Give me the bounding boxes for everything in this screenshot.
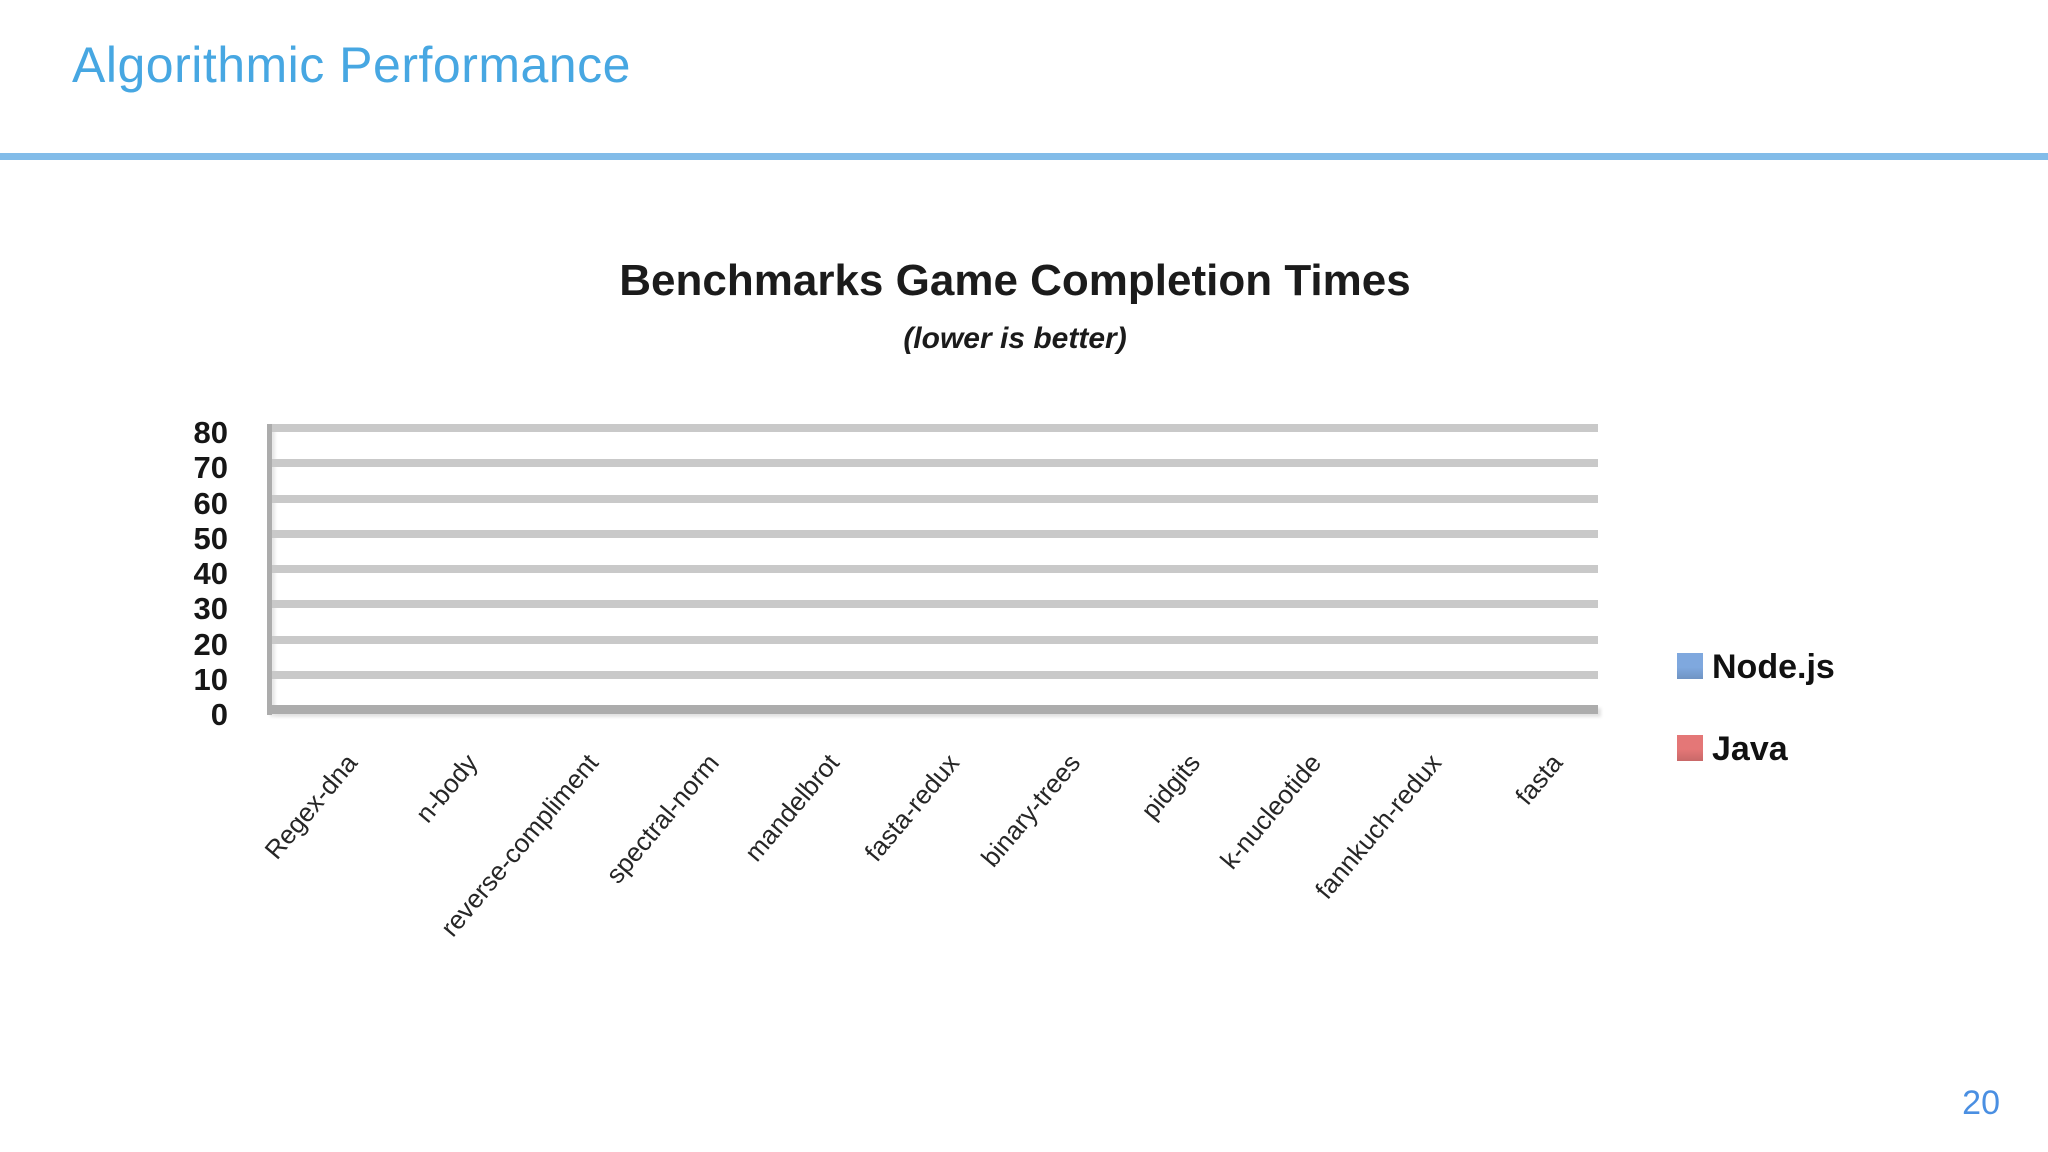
- gridline-20: [272, 635, 1598, 644]
- plot-area: [267, 424, 1598, 715]
- gridline-30: [272, 600, 1598, 609]
- legend-item-node-js: Node.js: [1677, 648, 1835, 688]
- chart-subtitle: (lower is better): [903, 322, 1127, 355]
- y-tick-label-80: 80: [193, 415, 228, 450]
- x-category-label: n-body: [409, 748, 484, 829]
- x-category-label: k-nucleotide: [1213, 748, 1327, 875]
- title-divider: [0, 153, 2048, 160]
- x-category-label: fasta: [1508, 748, 1568, 811]
- chart-legend: Node.js Java: [1677, 648, 1835, 770]
- slide-title: Algorithmic Performance: [72, 37, 631, 93]
- x-category-label: reverse-compliment: [434, 748, 604, 943]
- y-tick-label-70: 70: [193, 450, 228, 486]
- y-tick-label-40: 40: [193, 556, 228, 591]
- x-axis-line: [272, 705, 1598, 714]
- x-category-label: binary-trees: [974, 748, 1086, 873]
- x-category-label: pidgits: [1135, 748, 1207, 825]
- y-tick-label-10: 10: [193, 661, 228, 697]
- gridline-70: [272, 459, 1598, 468]
- y-tick-label-30: 30: [193, 591, 228, 627]
- y-axis-line: [267, 424, 272, 715]
- chart-title: Benchmarks Game Completion Times: [619, 256, 1411, 305]
- y-tick-label-60: 60: [193, 485, 228, 521]
- x-category-label: mandelbrot: [738, 748, 845, 867]
- legend-swatch-icon: [1677, 653, 1703, 679]
- x-category-label: spectral-norm: [599, 748, 725, 890]
- gridline-10: [272, 670, 1598, 679]
- gridline-80: [272, 424, 1598, 432]
- y-tick-label-20: 20: [193, 626, 228, 662]
- x-category-label: fasta-redux: [858, 748, 966, 867]
- gridline-40: [272, 565, 1598, 573]
- legend-item-java: Java: [1677, 730, 1835, 770]
- gridline-50: [272, 529, 1598, 538]
- x-category-label: Regex-dna: [258, 748, 363, 865]
- gridline-60: [272, 494, 1598, 503]
- x-category-label: fannkuch-redux: [1309, 748, 1448, 905]
- legend-label: Java: [1712, 730, 1788, 768]
- legend-label: Node.js: [1712, 648, 1835, 686]
- y-tick-label-50: 50: [193, 520, 228, 556]
- legend-swatch-icon: [1677, 735, 1703, 761]
- y-tick-label-0: 0: [210, 697, 228, 732]
- page-number: 20: [1962, 1084, 2000, 1122]
